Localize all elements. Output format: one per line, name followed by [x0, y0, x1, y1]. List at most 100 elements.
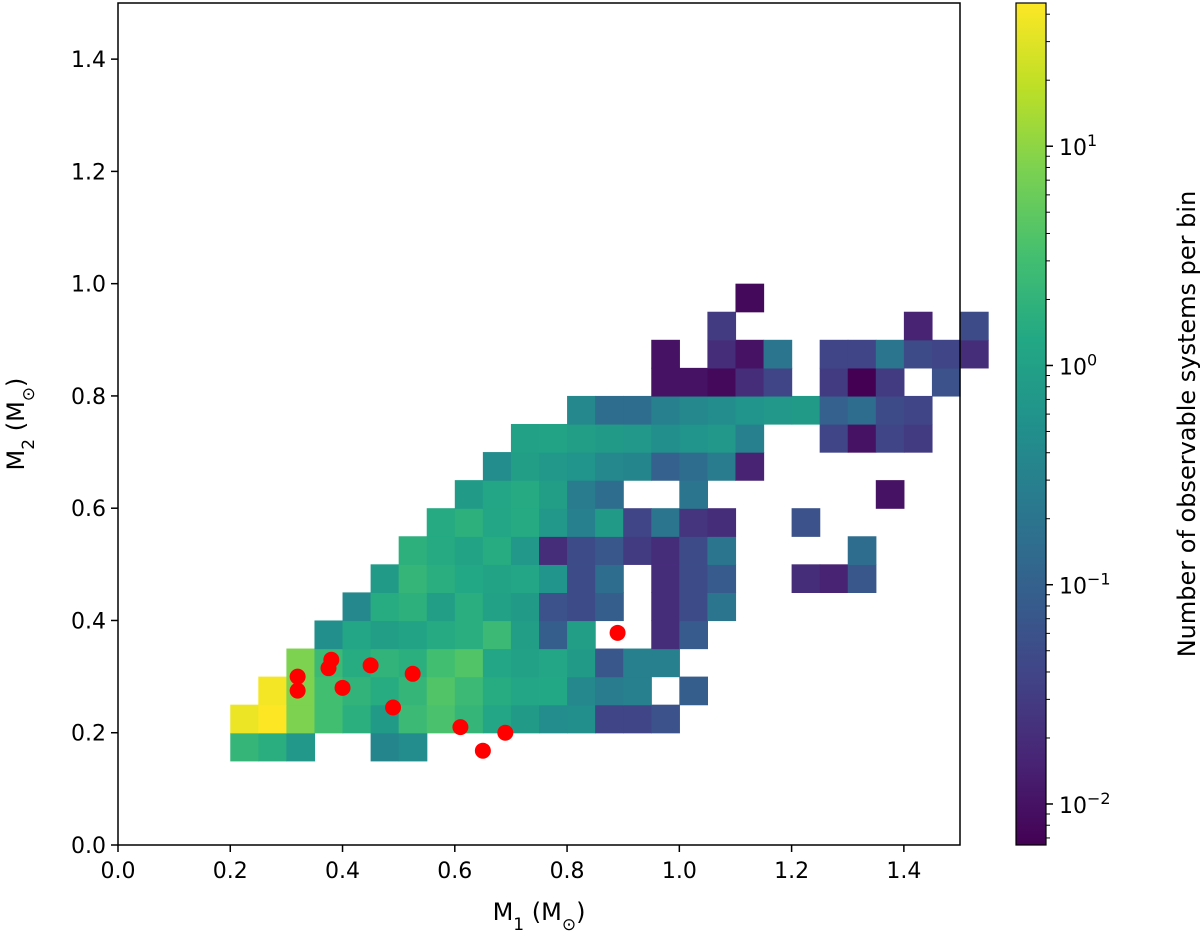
heatmap-bin	[539, 676, 568, 706]
y-tick-label: 0.8	[71, 385, 106, 410]
heatmap-bin	[454, 620, 484, 650]
heatmap-bin	[707, 395, 737, 425]
x-tick-label: 0.8	[550, 859, 585, 884]
heatmap-bin	[651, 452, 680, 481]
heatmap-bin	[679, 480, 708, 509]
x-tick-label: 1.0	[662, 859, 697, 884]
heatmap-bin	[623, 648, 652, 678]
heatmap-bin	[510, 536, 540, 565]
heatmap-bin	[567, 452, 596, 481]
heatmap-bin	[960, 311, 989, 341]
heatmap-bin	[482, 676, 512, 706]
heatmap-bin	[875, 480, 905, 509]
heatmap-bin	[230, 704, 259, 734]
heatmap-bin	[426, 508, 456, 537]
observed-system-point	[452, 719, 469, 736]
heatmap-bin	[370, 564, 400, 593]
heatmap-bin	[567, 536, 596, 565]
y-tick-label: 1.2	[71, 160, 106, 185]
heatmap-bin	[539, 536, 568, 565]
observed-system-point	[474, 742, 491, 759]
heatmap-bin	[426, 536, 456, 565]
heatmap-bin	[398, 536, 428, 565]
heatmap-bin	[510, 564, 540, 593]
x-tick-label: 1.2	[774, 859, 809, 884]
heatmap-bin	[819, 395, 849, 425]
heatmap-bin	[707, 367, 737, 397]
heatmap-bin	[510, 704, 540, 734]
colorbar	[1015, 2, 1047, 846]
x-tick-label: 1.4	[886, 859, 921, 884]
heatmap-bin	[735, 452, 765, 481]
heatmap-bin	[651, 508, 680, 537]
x-tick-label: 0.0	[101, 859, 136, 884]
heatmap-bin	[510, 480, 540, 509]
heatmap-bin	[595, 648, 624, 678]
heatmap-bin	[398, 704, 428, 734]
y-tick-label: 0.4	[71, 609, 106, 634]
heatmap-bin	[426, 648, 456, 678]
heatmap-bin	[258, 676, 287, 706]
heatmap-bin	[623, 424, 652, 453]
heatmap-bin	[342, 704, 372, 734]
heatmap-bin	[847, 339, 877, 369]
heatmap-bin	[931, 367, 961, 397]
heatmap-bin	[482, 536, 512, 565]
heatmap-bins	[230, 283, 989, 762]
heatmap-bin	[623, 536, 652, 565]
heatmap-bin	[314, 620, 344, 650]
heatmap-bin	[679, 536, 708, 565]
heatmap-bin	[847, 395, 877, 425]
heatmap-bin	[623, 452, 652, 481]
heatmap-bin	[595, 564, 624, 593]
heatmap-bin	[651, 592, 680, 622]
heatmap-bin	[651, 339, 680, 369]
heatmap-bin	[454, 508, 484, 537]
plot-frame	[117, 2, 961, 846]
heatmap-bin	[763, 395, 793, 425]
observed-system-point	[497, 724, 514, 741]
heatmap-bin	[539, 424, 568, 453]
heatmap-bin	[707, 592, 737, 622]
heatmap-bin	[903, 339, 933, 369]
heatmap-bin	[903, 311, 933, 341]
heatmap-bin	[931, 339, 961, 369]
heatmap-bin	[398, 620, 428, 650]
heatmap-bin	[510, 592, 540, 622]
heatmap-bin	[426, 592, 456, 622]
heatmap-bin	[510, 508, 540, 537]
heatmap-bin	[679, 564, 708, 593]
heatmap-bin	[651, 536, 680, 565]
heatmap-bin	[791, 508, 821, 537]
heatmap-bin	[567, 648, 596, 678]
heatmap-bin	[482, 452, 512, 481]
heatmap-bin	[679, 620, 708, 650]
y-tick-label: 0.6	[71, 497, 106, 522]
heatmap-bin	[679, 395, 708, 425]
colorbar-tick-label: 10−2	[1059, 788, 1111, 819]
heatmap-bin	[539, 620, 568, 650]
heatmap-bin	[707, 508, 737, 537]
heatmap-bin	[342, 592, 372, 622]
heatmap-bin	[960, 339, 989, 369]
heatmap-bin	[510, 676, 540, 706]
heatmap-bin	[819, 424, 849, 453]
heatmap-bin	[707, 452, 737, 481]
y-tick-label: 1.4	[71, 48, 106, 73]
heatmap-bin	[510, 424, 540, 453]
heatmap-bin	[903, 395, 933, 425]
heatmap-bin	[482, 620, 512, 650]
heatmap-bin	[847, 564, 877, 593]
heatmap-bin	[903, 424, 933, 453]
heatmap-bin	[510, 648, 540, 678]
heatmap-bin	[595, 508, 624, 537]
heatmap-bin	[454, 536, 484, 565]
heatmap-bin	[567, 592, 596, 622]
heatmap-bin	[539, 452, 568, 481]
heatmap-bin	[286, 704, 316, 734]
x-tick-label: 0.4	[325, 859, 360, 884]
heatmap-bin	[539, 564, 568, 593]
heatmap-bin	[398, 732, 428, 762]
heatmap-bin	[651, 564, 680, 593]
heatmap-bin	[595, 480, 624, 509]
